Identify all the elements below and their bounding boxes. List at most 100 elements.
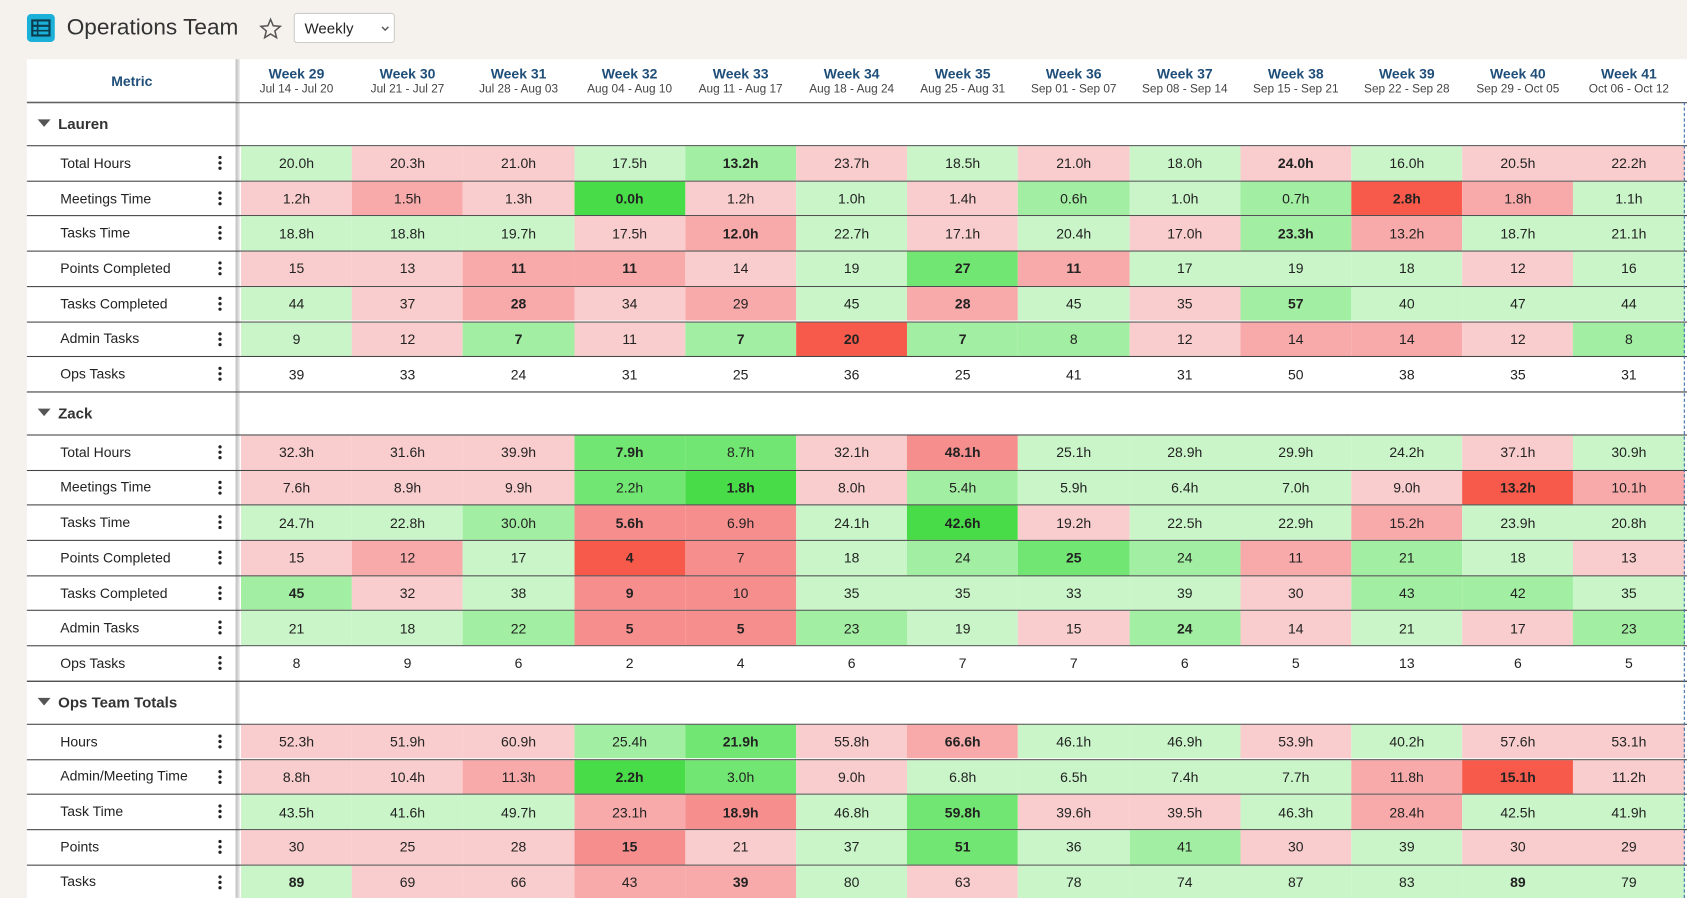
value-cell: 7.0h bbox=[1240, 470, 1352, 505]
row-menu[interactable] bbox=[216, 804, 222, 819]
week-label: Week 38 bbox=[1267, 65, 1324, 82]
value-cell: 42.5h bbox=[1462, 794, 1574, 829]
row-menu[interactable] bbox=[216, 585, 222, 600]
group-triangle[interactable] bbox=[37, 119, 51, 127]
value-cell: 23.9h bbox=[1462, 505, 1574, 540]
value-cell: 7.7h bbox=[1240, 759, 1352, 794]
header-border bbox=[26, 101, 237, 103]
week-range: Jul 21 - Jul 27 bbox=[370, 82, 445, 96]
value-cell: 33 bbox=[1018, 576, 1130, 611]
value-cell: 0.7h bbox=[1240, 181, 1352, 216]
value-cell: 59.8h bbox=[907, 794, 1019, 829]
value-cell: 21 bbox=[241, 611, 353, 646]
value-cell: 40 bbox=[1351, 286, 1463, 321]
menu-dot bbox=[217, 561, 222, 565]
value-cell: 42.6h bbox=[907, 505, 1019, 540]
row-menu[interactable] bbox=[216, 155, 222, 170]
value-cell: 27 bbox=[907, 251, 1019, 286]
row-menu[interactable] bbox=[216, 839, 222, 854]
favorite-star[interactable] bbox=[259, 17, 282, 40]
metric-label: Hours bbox=[60, 733, 98, 750]
menu-dot bbox=[217, 520, 222, 525]
metric-label: Tasks Time bbox=[60, 225, 131, 242]
row-menu[interactable] bbox=[216, 261, 222, 276]
value-cell: 41.9h bbox=[1573, 794, 1685, 829]
value-cell: 45 bbox=[241, 576, 353, 611]
value-cell: 17 bbox=[1129, 251, 1241, 286]
menu-dot bbox=[217, 526, 222, 530]
row-menu[interactable] bbox=[216, 769, 222, 784]
value-cell: 1.0h bbox=[796, 181, 908, 216]
week-range: Sep 15 - Sep 21 bbox=[1253, 82, 1339, 96]
group-triangle[interactable] bbox=[37, 697, 51, 706]
value-cell: 6.8h bbox=[907, 759, 1019, 794]
row-menu[interactable] bbox=[216, 550, 222, 565]
value-cell: 2 bbox=[574, 646, 686, 681]
menu-dot bbox=[217, 196, 222, 200]
value-cell: 31 bbox=[1129, 357, 1241, 392]
row-menu[interactable] bbox=[216, 226, 222, 241]
week-range: Aug 18 - Aug 24 bbox=[809, 82, 895, 96]
row-menu[interactable] bbox=[216, 656, 222, 671]
value-cell: 49.7h bbox=[463, 794, 575, 829]
value-cell: 1.0h bbox=[1129, 181, 1241, 216]
value-cell: 10.4h bbox=[352, 759, 464, 794]
period-dropdown[interactable]: Weekly bbox=[293, 12, 395, 44]
scroll-edge bbox=[1683, 102, 1685, 898]
row-border bbox=[26, 539, 1687, 541]
value-cell: 35 bbox=[1462, 357, 1574, 392]
row-menu[interactable] bbox=[216, 515, 222, 530]
value-cell: 9.9h bbox=[463, 470, 575, 505]
row-menu[interactable] bbox=[216, 874, 222, 889]
value-cell: 18 bbox=[1462, 540, 1574, 576]
row-menu[interactable] bbox=[216, 331, 222, 346]
week-label: Week 37 bbox=[1156, 65, 1213, 82]
value-cell: 21 bbox=[685, 830, 797, 865]
value-cell: 32.3h bbox=[241, 435, 353, 470]
row-menu[interactable] bbox=[216, 191, 222, 206]
metric-label: Points bbox=[60, 838, 100, 855]
value-cell: 11 bbox=[463, 251, 575, 286]
menu-dot bbox=[217, 301, 222, 306]
menu-dot bbox=[217, 377, 222, 381]
menu-dot bbox=[217, 550, 222, 554]
value-cell: 38 bbox=[1351, 357, 1463, 392]
row-menu[interactable] bbox=[216, 445, 222, 460]
value-cell: 29 bbox=[1573, 830, 1685, 865]
value-cell: 14 bbox=[685, 251, 797, 286]
value-cell: 0.6h bbox=[1018, 181, 1130, 216]
value-cell: 22.5h bbox=[1129, 505, 1241, 540]
value-cell: 5 bbox=[574, 611, 686, 646]
value-cell: 5.4h bbox=[907, 470, 1019, 505]
value-cell: 17.5h bbox=[574, 146, 686, 181]
value-cell: 19.2h bbox=[1018, 505, 1130, 540]
group-triangle[interactable] bbox=[37, 408, 51, 417]
row-border bbox=[26, 504, 1687, 506]
row-menu[interactable] bbox=[216, 734, 222, 749]
row-menu[interactable] bbox=[216, 620, 222, 635]
row-border bbox=[26, 356, 1687, 358]
value-cell: 22 bbox=[463, 611, 575, 646]
value-cell: 14 bbox=[1240, 611, 1352, 646]
row-menu[interactable] bbox=[216, 366, 222, 381]
menu-dot bbox=[217, 161, 222, 165]
value-cell: 18.0h bbox=[1129, 146, 1241, 181]
value-cell: 32 bbox=[352, 576, 464, 611]
menu-dot bbox=[217, 366, 222, 371]
value-cell: 11 bbox=[1240, 540, 1352, 576]
value-cell: 8 bbox=[1573, 322, 1685, 357]
metric-label: Admin Tasks bbox=[60, 619, 140, 636]
value-cell: 39 bbox=[685, 865, 797, 898]
value-cell: 18.9h bbox=[685, 794, 797, 829]
row-menu[interactable] bbox=[216, 296, 222, 311]
value-cell: 21.9h bbox=[685, 724, 797, 759]
row-menu[interactable] bbox=[216, 480, 222, 495]
value-cell: 24 bbox=[907, 540, 1019, 576]
value-cell: 24 bbox=[1129, 611, 1241, 646]
value-cell: 46.3h bbox=[1240, 794, 1352, 829]
value-cell: 4 bbox=[574, 540, 686, 576]
value-cell: 30 bbox=[1462, 830, 1574, 865]
menu-dot bbox=[217, 880, 222, 884]
menu-dot bbox=[217, 620, 222, 625]
value-cell: 2.2h bbox=[574, 470, 686, 505]
